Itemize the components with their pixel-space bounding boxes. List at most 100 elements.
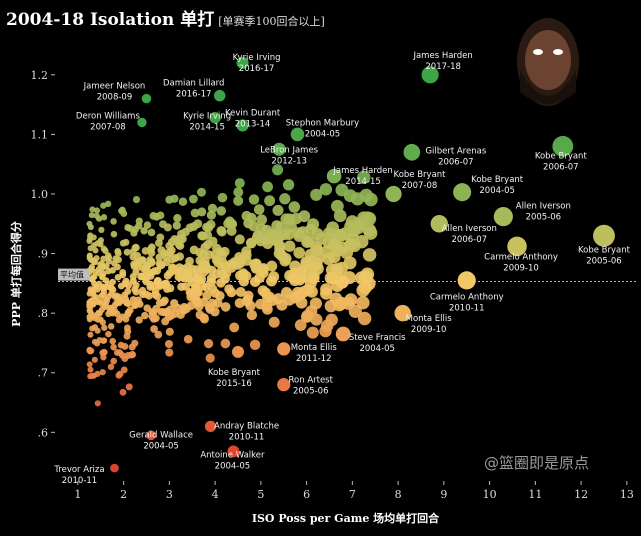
data-point: [206, 210, 217, 220]
labeled-point: [326, 168, 342, 184]
data-point: [157, 246, 166, 255]
data-point: [87, 245, 94, 252]
point-label-season: 2016-17: [239, 64, 275, 74]
data-point: [280, 213, 292, 225]
data-point: [110, 230, 118, 238]
data-point: [178, 197, 188, 206]
data-point: [125, 383, 133, 391]
data-point: [199, 314, 210, 324]
data-point: [243, 290, 254, 301]
data-point: [101, 349, 108, 356]
data-point: [262, 303, 273, 315]
data-point: [89, 206, 96, 213]
point-label-name: Monta Ellis: [406, 314, 453, 324]
data-point: [94, 286, 101, 293]
data-point: [170, 194, 179, 203]
point-label-season: 2008-09: [97, 93, 133, 103]
data-point: [326, 221, 339, 234]
data-point: [93, 212, 100, 219]
data-point: [246, 238, 257, 249]
data-point: [343, 256, 357, 270]
data-point: [335, 183, 349, 197]
data-point: [111, 293, 119, 300]
point-label-season: 2006-07: [438, 157, 474, 167]
data-point: [146, 272, 155, 280]
player-portrait-icon: [517, 18, 579, 106]
data-point: [86, 361, 93, 368]
data-point: [153, 266, 162, 275]
point-label: Carmelo Anthony 2009-10: [484, 252, 558, 273]
x-axis-title: ISO Poss per Game 场均单打回合: [252, 511, 440, 525]
data-point: [348, 304, 362, 318]
data-point: [248, 221, 259, 232]
data-point: [119, 239, 127, 247]
data-point: [193, 298, 203, 308]
x-tick-label: 6: [303, 488, 310, 501]
point-label-season: 2010-11: [229, 432, 265, 442]
data-point: [172, 221, 181, 230]
x-tick-label: 10: [483, 488, 497, 501]
data-point: [132, 195, 141, 204]
data-point: [197, 187, 206, 197]
data-point: [217, 192, 228, 203]
data-point: [111, 260, 118, 267]
data-point: [98, 306, 105, 313]
data-point: [87, 304, 94, 311]
chart-title: 2004-18 Isolation 单打 [单赛季100回合以上]: [6, 5, 325, 30]
data-point: [116, 349, 124, 356]
data-point: [217, 264, 227, 275]
data-point: [159, 298, 168, 307]
point-label: Kobe Bryant 2015-16: [208, 368, 261, 389]
data-point: [205, 353, 215, 363]
data-point: [356, 283, 370, 297]
data-point: [105, 258, 113, 265]
data-point: [266, 275, 278, 287]
data-point: [171, 253, 180, 263]
data-point: [117, 341, 125, 349]
point-label-name: Gilbert Arenas: [425, 146, 486, 156]
data-point: [152, 314, 160, 323]
point-label-name: Monta Ellis: [291, 343, 338, 353]
data-point: [234, 298, 245, 309]
data-point: [268, 316, 280, 328]
data-point: [95, 280, 103, 287]
data-point: [139, 272, 147, 281]
data-point: [197, 231, 207, 241]
labeled-point: [236, 119, 249, 132]
data-point: [272, 204, 284, 216]
data-point: [310, 244, 324, 257]
y-axis-title: PPP 单打每回合得分: [9, 221, 23, 327]
data-point: [362, 248, 377, 262]
data-point: [350, 192, 365, 206]
data-point: [192, 265, 202, 274]
data-point: [311, 262, 324, 275]
title-sub: [单赛季100回合以上]: [218, 15, 325, 28]
data-point: [131, 339, 139, 347]
data-point: [98, 226, 105, 234]
data-point: [101, 324, 108, 331]
data-point: [149, 282, 158, 291]
data-point: [162, 279, 171, 288]
x-tick-label: 3: [166, 488, 173, 501]
data-point: [333, 209, 347, 223]
y-tick-label: 1.2: [31, 69, 49, 82]
data-point: [114, 273, 122, 281]
x-tick-label: 11: [528, 488, 542, 501]
data-point: [102, 247, 109, 254]
data-point: [96, 239, 104, 246]
data-point: [124, 287, 132, 295]
data-point: [179, 306, 189, 315]
point-label-season: 2004-05: [215, 461, 251, 471]
point-label-season: 2004-05: [359, 344, 395, 354]
data-point: [157, 261, 166, 270]
point-label-name: Gerald Wallace: [129, 430, 193, 440]
data-point: [351, 220, 366, 235]
point-label: Deron Williams 2007-08: [76, 111, 141, 132]
point-label: Steve Francis 2004-05: [349, 333, 406, 354]
data-point: [302, 235, 315, 248]
point-label-season: 2004-05: [143, 441, 179, 451]
data-point: [168, 264, 178, 273]
point-label: Monta Ellis 2011-12: [291, 343, 338, 364]
point-label-name: Kyrie Irving: [233, 53, 281, 63]
